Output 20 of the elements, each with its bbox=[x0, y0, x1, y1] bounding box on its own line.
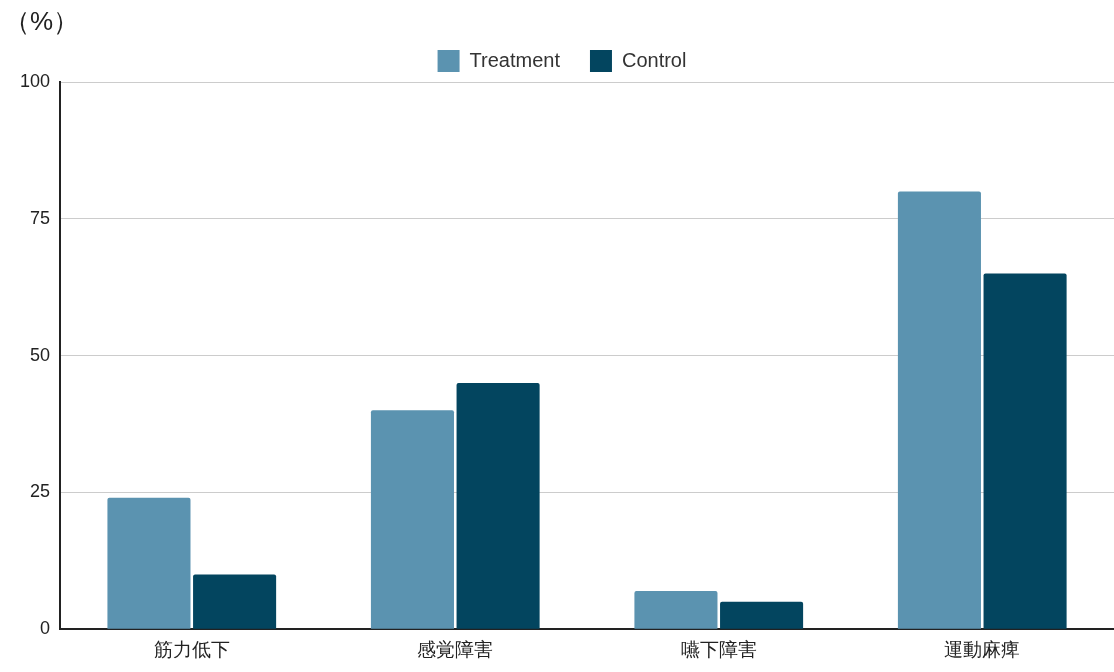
y-tick-label: 100 bbox=[19, 70, 51, 91]
bar bbox=[456, 382, 540, 629]
bar bbox=[107, 497, 191, 629]
bar bbox=[193, 574, 277, 629]
legend-label: Treatment bbox=[469, 48, 561, 71]
bar bbox=[720, 601, 804, 629]
bar bbox=[983, 273, 1067, 629]
bar bbox=[370, 410, 454, 629]
legend-label: Control bbox=[621, 48, 687, 71]
x-tick-label: 筋力低下 bbox=[153, 638, 230, 660]
y-tick-label: 75 bbox=[30, 207, 51, 228]
x-tick-label: 感覚障害 bbox=[417, 638, 494, 660]
y-axis-title: （%） bbox=[4, 6, 80, 37]
y-tick-label: 25 bbox=[30, 481, 51, 502]
bar bbox=[634, 590, 718, 629]
bar bbox=[897, 191, 981, 629]
y-tick-label: 0 bbox=[40, 618, 51, 639]
x-tick-label: 嚥下障害 bbox=[680, 638, 757, 660]
y-tick-label: 50 bbox=[30, 344, 51, 365]
x-tick-label: 運動麻痺 bbox=[944, 638, 1021, 660]
